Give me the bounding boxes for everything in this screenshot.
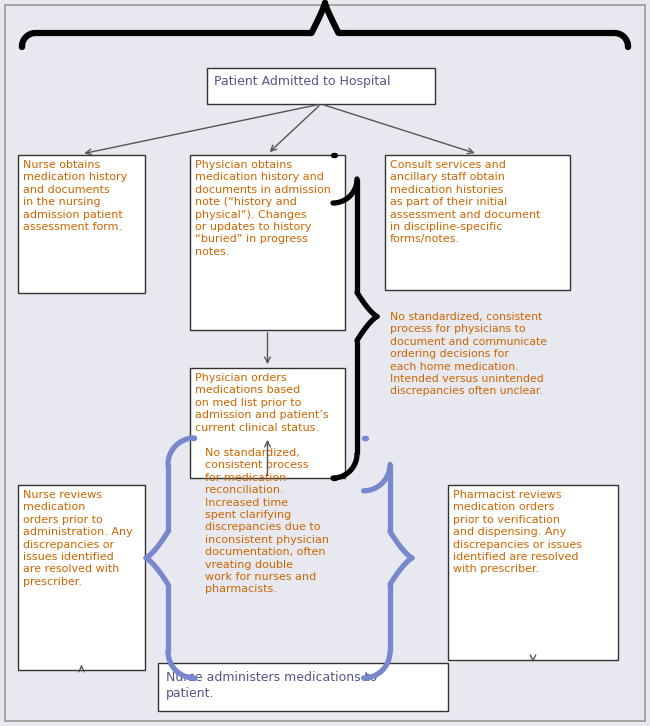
FancyBboxPatch shape [448, 485, 618, 660]
Text: Nurse administers medications to
patient.: Nurse administers medications to patient… [166, 671, 377, 700]
FancyBboxPatch shape [158, 663, 448, 711]
FancyBboxPatch shape [207, 68, 435, 104]
Text: No standardized,
consistent process
for medication
reconciliation.
Increased tim: No standardized, consistent process for … [205, 448, 329, 595]
FancyBboxPatch shape [18, 485, 145, 670]
Text: Nurse reviews
medication
orders prior to
administration. Any
discrepancies or
is: Nurse reviews medication orders prior to… [23, 490, 133, 587]
Text: Patient Admitted to Hospital: Patient Admitted to Hospital [214, 75, 391, 88]
Text: Consult services and
ancillary staff obtain
medication histories
as part of thei: Consult services and ancillary staff obt… [390, 160, 541, 245]
Text: Physician obtains
medication history and
documents in admission
note (“history a: Physician obtains medication history and… [195, 160, 331, 257]
Text: No standardized, consistent
process for physicians to
document and communicate
o: No standardized, consistent process for … [390, 312, 547, 396]
FancyBboxPatch shape [18, 155, 145, 293]
FancyBboxPatch shape [385, 155, 570, 290]
FancyBboxPatch shape [5, 5, 645, 721]
FancyBboxPatch shape [190, 155, 345, 330]
Text: Physician orders
medications based
on med list prior to
admission and patient’s
: Physician orders medications based on me… [195, 373, 329, 433]
Text: Pharmacist reviews
medication orders
prior to verification
and dispensing. Any
d: Pharmacist reviews medication orders pri… [453, 490, 582, 574]
FancyBboxPatch shape [190, 368, 345, 478]
Text: Nurse obtains
medication history
and documents
in the nursing
admission patient
: Nurse obtains medication history and doc… [23, 160, 127, 232]
